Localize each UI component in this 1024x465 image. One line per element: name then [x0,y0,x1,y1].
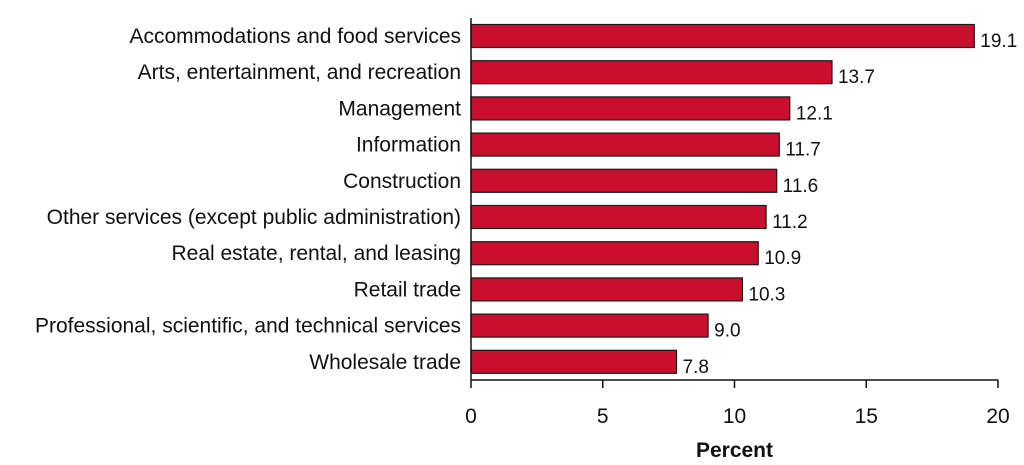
value-label: 10.3 [748,284,785,305]
bar [470,132,780,157]
bar [470,349,678,374]
value-labels-group: 19.1 13.712.1 11.7 11.6 11.2 10.9 10.3 9.07.8 [683,31,1018,378]
x-tick-label: 15 [855,405,878,428]
value-label: 11.7 [785,140,821,161]
bar [470,241,759,266]
value-label: 19.1 [980,31,1017,52]
x-axis-title: Percent [696,439,773,462]
x-tick-label: 20 [986,405,1009,428]
category-label: Real estate, rental, and leasing [171,242,461,265]
value-label: 7.8 [683,357,709,378]
category-labels-group: Accommodations and food services Arts, en… [35,25,461,374]
value-label: 12.1 [796,103,833,124]
bar [470,60,833,85]
value-label: 11.6 [783,176,819,197]
category-label: Construction [343,170,461,193]
category-label: Accommodations and food services [130,25,462,48]
category-label: Wholesale trade [309,351,461,374]
bar [470,168,778,193]
x-tick-label: 0 [465,405,477,428]
value-label: 9.0 [714,321,740,342]
bar [470,277,743,302]
bar [470,204,767,230]
x-ticks-group: 0 5 10 15 20 [465,380,1010,428]
bar [470,23,975,49]
category-label: Professional, scientific, and technical … [35,315,461,338]
bar [470,313,709,338]
category-label: Arts, entertainment, and recreation [138,61,461,84]
category-label: Other services (except public administra… [47,206,461,229]
category-label: Retail trade [354,278,461,301]
value-label: 10.9 [764,248,801,269]
value-label: 11.2 [772,212,808,233]
x-tick-label: 10 [723,405,746,428]
bar [470,96,791,121]
category-label: Management [338,97,461,120]
value-label: 13.7 [838,67,875,88]
x-tick-label: 5 [597,405,609,428]
category-label: Information [356,134,461,157]
